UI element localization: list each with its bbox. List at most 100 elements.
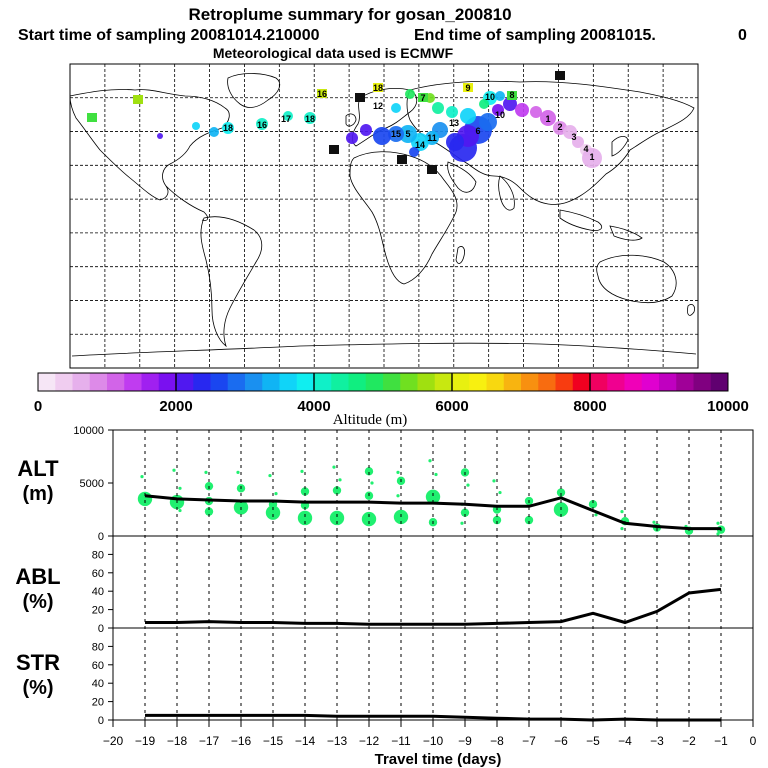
x-tick-label: −14 [295,734,316,748]
alt-cluster-dot [716,532,720,536]
alt-cluster-dot [425,489,441,504]
colorbar-cell [521,373,539,391]
plume-cluster-bubble [460,108,476,124]
plume-cluster-bubble [432,102,444,114]
x-tick-label: −18 [167,734,188,748]
plume-cluster-bubble [582,148,602,168]
plume-cluster-bubble [495,91,505,101]
plume-cluster-bubble [388,126,404,142]
alt-cluster-dot [396,494,400,498]
colorbar-cell [624,373,643,391]
y-tick-label: 60 [92,568,104,580]
cluster-number-label: 18 [305,114,315,124]
alt-cluster-dot [556,488,566,497]
alt-cluster-dot [498,490,502,495]
x-tick-label: −7 [522,734,536,748]
abl-panel: ABL (%) 0 20 40 60 80 [15,549,722,635]
plume-cluster-bubble [283,111,293,121]
plume-cluster-bubble [405,89,415,99]
x-tick-label: −5 [586,734,600,748]
cluster-number-label: 4 [583,144,588,154]
plume-cluster-bubble [446,133,464,151]
x-tick-label: −17 [199,734,220,748]
colorbar-tick-label: 4000 [297,398,330,415]
y-tick-label: 80 [92,549,104,561]
alt-panel: ALT (m) 0 5000 10000 [17,425,726,543]
alt-cluster-dot [396,470,400,474]
alt-cluster-dot [588,500,598,509]
plume-cluster-bubble [222,122,234,134]
cluster-number-label: 18 [373,83,383,93]
str-ylabel: STR [16,650,60,675]
y-tick-label: 20 [92,697,104,709]
plume-cluster-bubble [530,106,542,118]
cluster-number-label: 3 [571,132,576,142]
x-tick-label: −20 [103,734,124,748]
cluster-number-label: 8 [509,90,514,100]
plume-cluster-marker [507,91,517,100]
colorbar-cell [572,373,591,391]
colorbar-cell [469,373,487,391]
colorbar-cell [314,373,332,391]
plume-cluster-marker [329,145,339,154]
cluster-number-label: 14 [415,140,425,150]
y-tick-label: 60 [92,660,104,672]
end-time-suffix: 0 [738,27,747,44]
plume-cluster-marker [87,113,97,122]
plume-cluster-bubble [209,127,219,137]
colorbar-cell [331,373,349,391]
met-data-label: Meteorological data used is ECMWF [213,45,454,61]
str-yticks: 0 20 40 60 80 [92,641,113,727]
colorbar-cell [693,373,712,391]
x-tick-label: −3 [650,734,664,748]
y-tick-label: 80 [92,641,104,653]
colorbar-cell [279,373,298,391]
plume-cluster-marker [373,83,383,92]
plume-cluster-marker [355,93,365,102]
cluster-number-label: 7 [420,93,425,103]
x-tick-label: 0 [750,734,757,748]
plume-cluster-marker [397,155,407,164]
plume-cluster-bubble [572,136,584,148]
alt-cluster-dot [236,470,240,474]
x-tick-label: −15 [263,734,284,748]
colorbar-cell [245,373,263,391]
colorbar-frame [37,372,729,392]
alt-cluster-dot [620,526,624,531]
plume-cluster-bubble [479,99,489,109]
colorbar-cell [641,373,660,391]
cluster-number-label: 17 [281,114,291,124]
alt-cluster-dot [297,510,313,526]
colorbar-cell [434,373,453,391]
abl-line [145,587,722,626]
colorbar-cell [486,373,505,391]
plume-clusters [87,71,602,174]
start-time-label: Start time of sampling 20081014.210000 [18,27,320,44]
y-tick-label: 20 [92,605,104,617]
cluster-number-label: 2 [557,122,562,132]
plume-cluster-bubble [515,103,529,117]
y-tick-label: 0 [98,715,104,727]
cluster-number-label: 6 [475,126,480,136]
colorbar-label: Altitude (m) [333,412,408,428]
colorbar-cell [107,373,125,391]
alt-cluster-dot [178,486,182,490]
colorbar-cell [676,373,694,391]
alt-cluster-dot [466,483,470,487]
alt-cluster-dot [460,508,470,517]
colorbar-cell [590,373,608,391]
alt-cluster-dot [178,508,182,513]
alt-cluster-dot [370,481,374,485]
cluster-number-label: 9 [465,83,470,93]
alt-cluster-dot [364,467,374,476]
plume-cluster-bubble [346,132,358,144]
x-tick-label: −13 [327,734,348,748]
colorbar-cell [158,373,177,391]
colorbar-cell [296,373,315,391]
alt-yticks: 0 5000 10000 [73,425,113,543]
alt-cluster-dot [172,468,176,472]
colorbar-cell [365,373,384,391]
colorbar-tick-label: 6000 [435,398,468,415]
